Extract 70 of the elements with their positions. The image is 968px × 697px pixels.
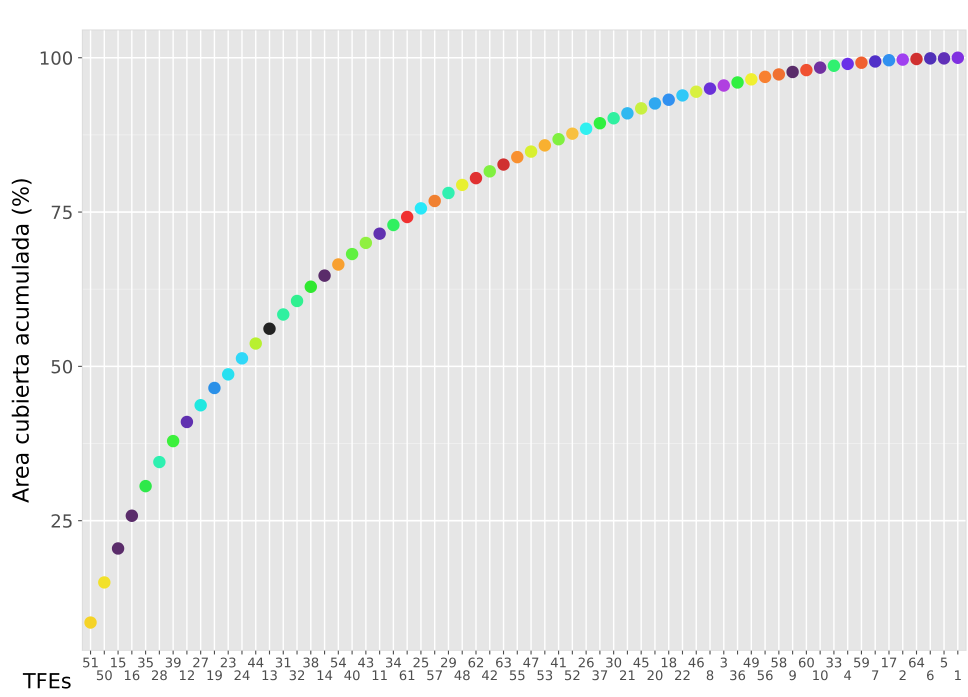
- x-tick-label: 32: [290, 670, 304, 680]
- x-tick-label: 45: [633, 658, 648, 668]
- x-tick-label: 41: [550, 658, 566, 668]
- x-tick-label: 28: [152, 670, 167, 680]
- x-tick-label: 50: [96, 670, 112, 680]
- x-tick-label: 15: [111, 658, 126, 668]
- x-tick-label: 48: [454, 670, 470, 680]
- x-tick-label: 34: [386, 657, 402, 668]
- x-tick-label: 30: [606, 657, 622, 668]
- x-tick-label: 14: [318, 670, 332, 680]
- x-tick-label: 24: [234, 670, 250, 680]
- y-tick-label: 100: [40, 51, 72, 65]
- x-tick-label: 61: [400, 670, 414, 680]
- x-tick-label: 55: [510, 670, 525, 680]
- x-tick-label: 23: [220, 657, 236, 668]
- x-axis-title: TFEs: [22, 673, 71, 689]
- x-tick-label: 54: [330, 658, 346, 668]
- x-tick-label: 60: [798, 657, 814, 668]
- x-tick-label: 51: [83, 658, 98, 668]
- x-tick-label: 43: [358, 657, 374, 668]
- x-tick-label: 56: [758, 670, 773, 680]
- x-tick-label: 9: [789, 670, 796, 680]
- x-tick-label: 25: [414, 657, 428, 668]
- x-tick-label: 47: [523, 658, 538, 668]
- x-tick-label: 7: [872, 670, 878, 680]
- x-tick-label: 40: [344, 670, 360, 680]
- x-tick-label: 36: [730, 670, 746, 680]
- x-tick-label: 46: [688, 657, 704, 668]
- x-tick-label: 53: [537, 670, 552, 680]
- x-tick-label: 18: [662, 657, 676, 668]
- x-tick-label: 1: [955, 670, 961, 680]
- x-tick-label: 52: [564, 670, 580, 680]
- x-tick-label: 6: [926, 670, 934, 680]
- x-tick-label: 27: [193, 657, 208, 668]
- x-tick-label: 22: [675, 670, 690, 680]
- y-tick-label: 50: [52, 360, 72, 374]
- x-tick-label: 37: [592, 670, 608, 680]
- y-tick-label: 75: [52, 206, 72, 220]
- x-tick-label: 63: [496, 657, 511, 668]
- x-tick-label: 20: [648, 670, 662, 680]
- x-tick-label: 10: [813, 670, 828, 680]
- x-tick-label: 11: [372, 670, 387, 680]
- x-tick-label: 49: [744, 657, 759, 668]
- x-tick-label: 4: [844, 670, 852, 680]
- x-tick-label: 2: [900, 670, 906, 680]
- x-tick-label: 64: [909, 657, 924, 668]
- x-tick-label: 29: [441, 657, 456, 668]
- x-tick-label: 3: [720, 657, 727, 668]
- x-tick-label: 31: [276, 657, 290, 668]
- x-tick-label: 58: [771, 657, 786, 668]
- x-tick-label: 39: [166, 657, 181, 668]
- y-axis-title: Area cubierta acumulada (%): [12, 179, 32, 503]
- x-tick-label: 5: [940, 658, 948, 668]
- x-tick-label: 12: [180, 670, 194, 680]
- x-tick-label: 57: [427, 670, 442, 680]
- x-tick-label: 33: [826, 657, 842, 668]
- x-tick-label: 42: [482, 670, 497, 680]
- x-tick-label: 59: [854, 657, 869, 668]
- x-tick-label: 13: [262, 670, 277, 680]
- x-tick-label: 26: [578, 657, 594, 668]
- y-tick-label: 25: [52, 514, 72, 528]
- x-tick-label: 44: [248, 658, 264, 668]
- x-tick-label: 8: [706, 670, 714, 680]
- x-tick-label: 16: [124, 670, 140, 680]
- x-tick-label: 35: [138, 657, 153, 668]
- x-tick-label: 17: [882, 658, 896, 668]
- x-tick-label: 62: [468, 657, 484, 668]
- x-tick-label: 38: [303, 657, 318, 668]
- x-tick-label: 19: [207, 670, 222, 680]
- x-tick-label: 21: [620, 670, 635, 680]
